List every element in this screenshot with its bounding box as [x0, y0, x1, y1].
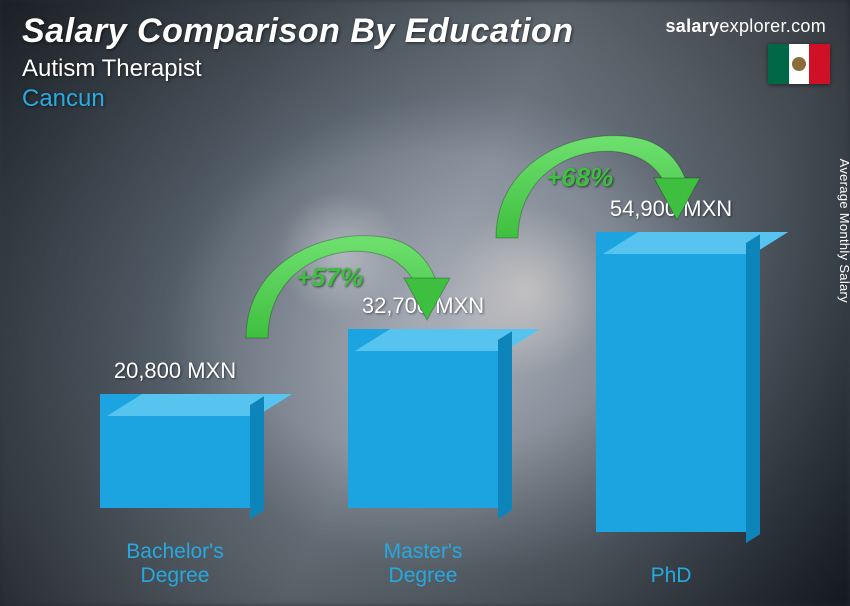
chart-location: Cancun: [22, 85, 828, 113]
bar-category-label: Master'sDegree: [348, 540, 498, 588]
bar-value-label: 54,900 MXN: [596, 196, 746, 222]
increase-percent-label: +68%: [546, 162, 613, 193]
y-axis-label: Average Monthly Salary: [837, 159, 850, 303]
bar-chart: 20,800 MXN Bachelor'sDegree 32,700 MXN Mast…: [60, 158, 780, 588]
brand-label: salaryexplorer.com: [665, 16, 826, 37]
flag-emblem: [792, 57, 806, 71]
increase-percent-label: +57%: [296, 262, 363, 293]
bar-value-label: 20,800 MXN: [100, 358, 250, 384]
bar-category-label: PhD: [596, 564, 746, 588]
bar-group: 32,700 MXN Master'sDegree: [348, 293, 498, 588]
bar: [100, 394, 250, 530]
bar-group: 54,900 MXN PhD: [596, 196, 746, 588]
brand-bold: salary: [665, 16, 719, 36]
bar-group: 20,800 MXN Bachelor'sDegree: [100, 358, 250, 588]
mexico-flag-icon: [768, 44, 830, 84]
brand-rest: explorer.com: [719, 16, 826, 36]
bar-value-label: 32,700 MXN: [348, 293, 498, 319]
flag-stripe-left: [768, 44, 789, 84]
bar-category-label: Bachelor'sDegree: [100, 540, 250, 588]
chart-subtitle: Autism Therapist: [22, 55, 828, 83]
bar: [596, 232, 746, 554]
flag-stripe-right: [809, 44, 830, 84]
bar: [348, 329, 498, 530]
